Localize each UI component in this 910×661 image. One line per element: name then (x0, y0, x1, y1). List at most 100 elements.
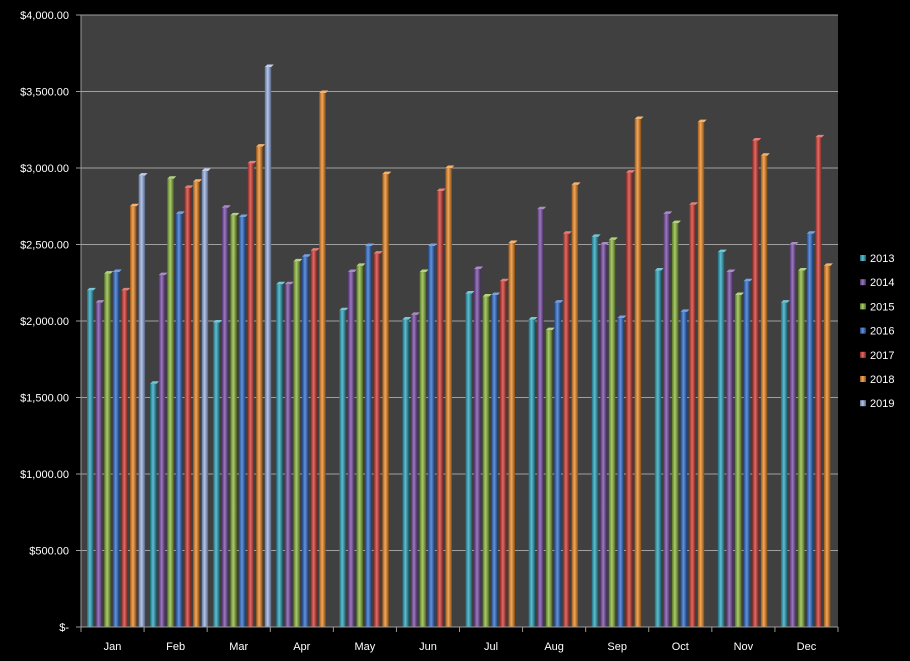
bar-cap (104, 271, 114, 274)
bar (726, 269, 736, 627)
bar (743, 278, 753, 627)
bar (293, 258, 303, 627)
x-tick-label: Feb (166, 641, 185, 653)
bar (428, 243, 438, 627)
bar-cap (121, 287, 131, 291)
bar (508, 240, 518, 627)
legend-swatch (860, 400, 866, 407)
bar-body (373, 253, 381, 627)
bar (276, 281, 286, 627)
bar (780, 300, 790, 627)
y-tick-label: $1,500.00 (20, 393, 69, 405)
x-tick-label: Oct (672, 641, 689, 653)
bar-body (608, 239, 616, 627)
bar-cap (554, 300, 564, 303)
bar-body (167, 178, 174, 627)
bar-cap (491, 292, 501, 295)
bar (689, 202, 699, 627)
bar-cap (789, 242, 799, 245)
bar-cap (293, 258, 303, 262)
bar-cap (130, 203, 139, 207)
bar-body (591, 236, 599, 627)
x-tick-label: Sep (607, 641, 627, 653)
bar-cap (571, 182, 581, 185)
bar (789, 242, 799, 627)
legend-label: 2017 (870, 350, 894, 362)
bar-body (130, 206, 137, 627)
bar (112, 269, 122, 627)
bar-cap (726, 269, 736, 273)
bar-body (95, 302, 103, 627)
bar (167, 176, 177, 627)
bar-cap (798, 268, 808, 271)
bar-body (689, 204, 696, 627)
bar-cap (302, 254, 312, 257)
bar (436, 188, 446, 627)
bar (213, 320, 223, 627)
bar-body (382, 174, 389, 627)
x-tick-label: Mar (229, 641, 248, 653)
x-tick-label: Apr (293, 641, 310, 653)
bar-body (465, 293, 472, 627)
bar-body (247, 163, 255, 627)
bar-body (726, 272, 733, 627)
bar-cap (95, 300, 105, 303)
bar-cap (528, 316, 538, 320)
bar-cap (373, 251, 383, 254)
bar-cap (213, 320, 223, 323)
bar-body (752, 140, 759, 627)
bar (798, 268, 808, 627)
bar-body (201, 171, 209, 627)
bar-body (735, 294, 742, 627)
legend-label: 2016 (870, 326, 894, 338)
bar (717, 249, 727, 627)
bar-body (697, 122, 705, 627)
bar-cap (743, 278, 753, 282)
bar-body (798, 270, 805, 627)
bar (104, 271, 114, 627)
legend-item: 2018 (860, 374, 894, 386)
bar-body (634, 119, 642, 627)
y-tick-label: $500.00 (29, 546, 69, 558)
bar-cap (663, 211, 673, 214)
bar-cap (87, 287, 96, 291)
bar-body (537, 209, 544, 627)
bar (373, 251, 383, 627)
bar-cap (419, 269, 429, 273)
bar-body (508, 242, 515, 627)
bar-body (717, 252, 725, 627)
bar-body (184, 187, 191, 627)
bar (230, 212, 240, 627)
bar (365, 243, 375, 627)
bar-cap (780, 300, 790, 303)
bar-body (671, 223, 679, 627)
legend-swatch (860, 303, 866, 310)
bar (419, 269, 429, 627)
legend-label: 2015 (870, 301, 894, 313)
bar (158, 272, 168, 627)
bar (491, 292, 501, 627)
bar-cap (823, 263, 833, 266)
bar-cap (697, 119, 707, 123)
x-tick-label: Jun (419, 641, 437, 653)
bar-body (545, 330, 553, 627)
bar-body (213, 322, 220, 627)
y-tick-label: $3,000.00 (20, 163, 69, 175)
x-tick-label: Nov (734, 641, 754, 653)
bar-body (356, 265, 364, 627)
legend-label: 2019 (870, 398, 894, 410)
bar (591, 234, 601, 627)
bar (752, 137, 762, 627)
bar-cap (689, 202, 699, 205)
bar-body (238, 216, 246, 627)
bar-body (571, 184, 579, 627)
bar (465, 290, 475, 627)
legend-item: 2016 (860, 326, 894, 338)
bar-body (150, 383, 157, 627)
bar (221, 205, 231, 627)
bar-cap (608, 237, 618, 240)
legend-item: 2019 (860, 398, 894, 410)
bar-cap (310, 248, 320, 251)
bar-body (402, 319, 409, 627)
